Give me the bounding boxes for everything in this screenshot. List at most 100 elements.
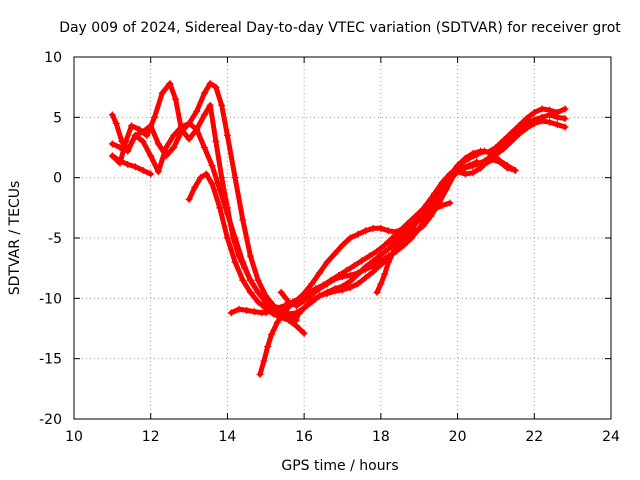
data-point bbox=[346, 277, 354, 285]
data-point bbox=[300, 290, 308, 298]
data-point bbox=[300, 304, 308, 312]
data-point bbox=[408, 217, 416, 225]
data-point bbox=[377, 261, 385, 269]
data-point bbox=[262, 309, 270, 317]
data-point bbox=[227, 309, 235, 317]
data-point bbox=[139, 137, 147, 145]
data-point bbox=[350, 262, 358, 270]
data-point bbox=[346, 271, 354, 279]
data-point bbox=[500, 136, 508, 144]
data-point bbox=[362, 274, 370, 282]
data-point bbox=[147, 122, 155, 130]
data-point bbox=[239, 276, 247, 284]
data-point bbox=[450, 171, 458, 179]
chart-title: Day 009 of 2024, Sidereal Day-to-day VTE… bbox=[59, 20, 621, 36]
data-point bbox=[507, 129, 515, 137]
data-point bbox=[419, 222, 427, 230]
data-point bbox=[254, 276, 262, 284]
data-point bbox=[116, 157, 124, 165]
data-point bbox=[496, 157, 504, 165]
data-point bbox=[385, 258, 393, 266]
data-point bbox=[315, 292, 323, 300]
data-point bbox=[262, 298, 270, 306]
data-point bbox=[461, 170, 469, 178]
data-point bbox=[231, 234, 239, 242]
data-point bbox=[561, 105, 569, 113]
data-point bbox=[170, 144, 178, 151]
data-point bbox=[185, 195, 193, 203]
data-point bbox=[434, 200, 442, 208]
x-tick-label: 18 bbox=[372, 429, 390, 445]
data-point bbox=[480, 147, 488, 155]
data-point bbox=[254, 298, 262, 306]
data-point bbox=[331, 250, 339, 258]
data-point bbox=[223, 210, 231, 218]
data-point bbox=[546, 118, 554, 126]
data-point bbox=[206, 101, 214, 109]
data-point bbox=[457, 159, 465, 167]
data-point bbox=[331, 275, 339, 283]
data-point bbox=[385, 245, 393, 253]
data-point bbox=[369, 268, 377, 276]
data-point bbox=[139, 128, 147, 136]
data-point bbox=[438, 182, 446, 190]
data-point bbox=[108, 152, 116, 160]
series-line bbox=[263, 106, 568, 317]
data-point bbox=[212, 83, 220, 91]
data-point bbox=[423, 204, 431, 212]
data-point bbox=[469, 169, 477, 177]
data-point bbox=[193, 107, 201, 115]
data-point bbox=[377, 280, 385, 288]
data-point bbox=[339, 286, 346, 294]
data-point bbox=[465, 154, 473, 162]
data-point bbox=[377, 224, 385, 232]
data-point bbox=[308, 298, 316, 306]
data-point bbox=[250, 308, 258, 316]
data-point bbox=[400, 224, 408, 232]
data-point bbox=[246, 252, 254, 260]
y-tick-label: -10 bbox=[39, 291, 62, 307]
data-point bbox=[139, 166, 147, 174]
data-point bbox=[243, 306, 251, 314]
data-point bbox=[285, 310, 293, 318]
data-point bbox=[131, 131, 139, 139]
data-point bbox=[128, 122, 136, 130]
data-point bbox=[385, 227, 393, 235]
data-point bbox=[362, 227, 370, 235]
x-tick-label: 10 bbox=[65, 429, 83, 445]
series-track-3 bbox=[108, 119, 300, 324]
data-point bbox=[260, 357, 268, 365]
data-point bbox=[200, 144, 208, 151]
data-point bbox=[131, 163, 139, 171]
x-tick-label: 20 bbox=[449, 429, 467, 445]
data-point bbox=[358, 257, 366, 265]
data-point bbox=[143, 131, 151, 139]
data-point bbox=[377, 251, 385, 259]
data-point bbox=[256, 370, 264, 378]
y-tick-label: -15 bbox=[39, 352, 62, 368]
data-point bbox=[124, 147, 132, 155]
data-point bbox=[553, 121, 561, 129]
data-point bbox=[381, 241, 389, 249]
data-point bbox=[216, 186, 224, 194]
y-axis-label: SDTVAR / TECUs bbox=[7, 181, 23, 296]
data-point bbox=[218, 101, 226, 109]
data-point bbox=[538, 113, 546, 121]
data-point bbox=[212, 137, 220, 145]
data-point bbox=[315, 269, 323, 277]
data-point bbox=[503, 162, 511, 170]
data-point bbox=[369, 224, 377, 232]
series-track-4 bbox=[108, 152, 155, 178]
data-point bbox=[388, 234, 396, 242]
data-point bbox=[200, 111, 208, 119]
data-point bbox=[218, 174, 226, 182]
data-point bbox=[158, 89, 166, 97]
data-point bbox=[530, 109, 538, 117]
x-tick-label: 12 bbox=[142, 429, 160, 445]
data-point bbox=[300, 329, 308, 337]
data-point bbox=[273, 318, 281, 326]
data-point bbox=[561, 123, 569, 131]
series-track-9 bbox=[262, 105, 569, 318]
data-point bbox=[197, 174, 205, 182]
